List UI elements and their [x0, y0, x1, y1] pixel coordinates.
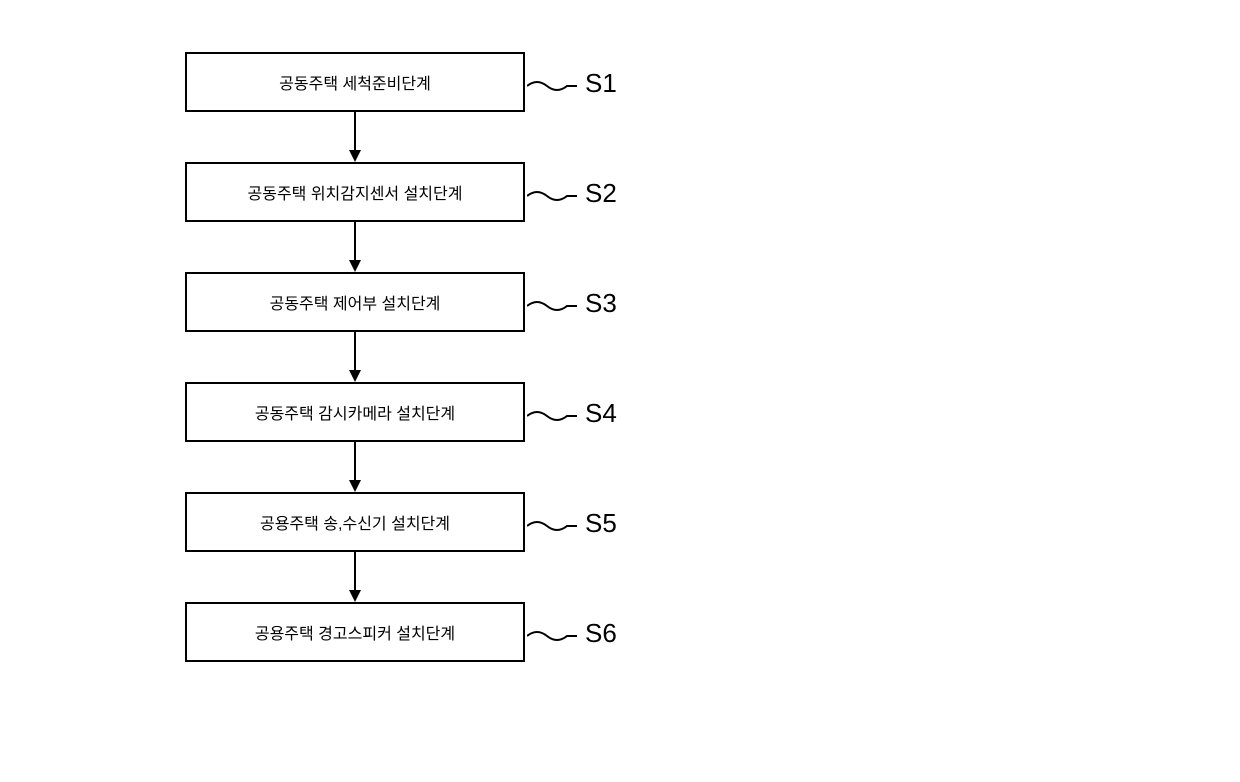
step-text: 공용주택 송,수신기 설치단계: [260, 510, 450, 534]
step-text: 공동주택 위치감지센서 설치단계: [248, 180, 463, 204]
arrow-s2-s3: [185, 222, 525, 272]
connector-s6: [527, 626, 577, 646]
step-box-s4: 공동주택 감시카메라 설치단계: [185, 382, 525, 442]
arrow-s4-s5: [185, 442, 525, 492]
step-label-s5: S5: [585, 508, 617, 539]
step-label-s2: S2: [585, 178, 617, 209]
step-label-s6: S6: [585, 618, 617, 649]
step-box-s6: 공용주택 경고스피커 설치단계: [185, 602, 525, 662]
step-box-s5: 공용주택 송,수신기 설치단계: [185, 492, 525, 552]
step-box-s1: 공동주택 세척준비단계: [185, 52, 525, 112]
arrow-s3-s4: [185, 332, 525, 382]
connector-s3: [527, 296, 577, 316]
arrow-s5-s6: [185, 552, 525, 602]
step-text: 공동주택 제어부 설치단계: [270, 290, 441, 314]
step-label-s4: S4: [585, 398, 617, 429]
arrow-s1-s2: [185, 112, 525, 162]
connector-s5: [527, 516, 577, 536]
step-label-s3: S3: [585, 288, 617, 319]
connector-s4: [527, 406, 577, 426]
flowchart-container: 공동주택 세척준비단계 공동주택 위치감지센서 설치단계 공동주택 제어부 설치…: [185, 52, 525, 662]
connector-s1: [527, 76, 577, 96]
step-label-s1: S1: [585, 68, 617, 99]
step-text: 공동주택 감시카메라 설치단계: [255, 400, 455, 424]
step-text: 공용주택 경고스피커 설치단계: [255, 620, 455, 644]
step-box-s2: 공동주택 위치감지센서 설치단계: [185, 162, 525, 222]
connector-s2: [527, 186, 577, 206]
step-text: 공동주택 세척준비단계: [279, 70, 431, 94]
step-box-s3: 공동주택 제어부 설치단계: [185, 272, 525, 332]
